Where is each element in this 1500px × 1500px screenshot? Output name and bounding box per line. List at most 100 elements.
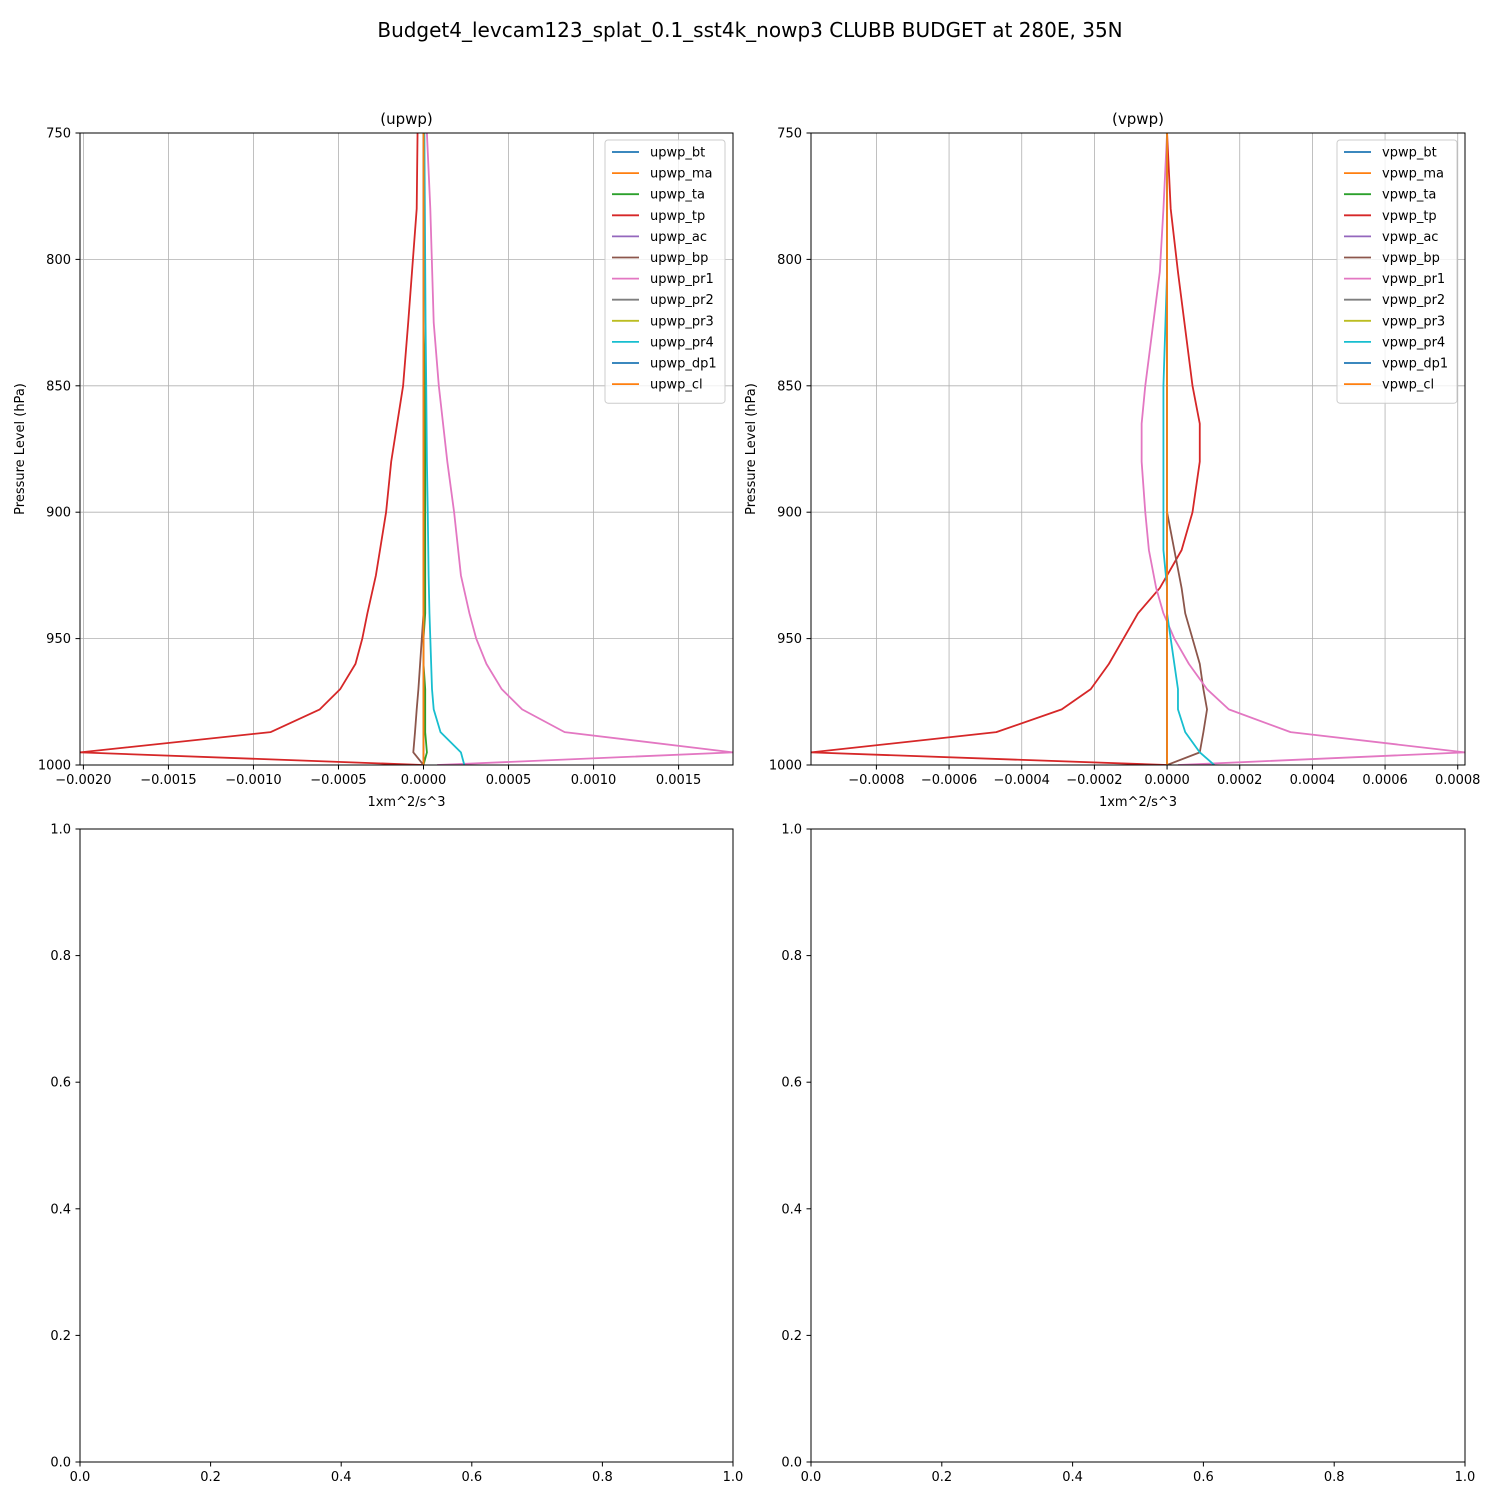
subplot-4: 0.0 0.2 0.4 0.6 0.8 1.0 0.0 0.2 0.4 0.6 0.8 1.0 [781, 823, 1475, 1486]
x-tick-label: 0.6 [1193, 1470, 1214, 1485]
x-tick-label: 0.6 [461, 1470, 482, 1485]
y-tick-label: 750 [46, 127, 71, 142]
legend-entry: upwp_pr3 [650, 314, 714, 329]
y-tick-label: 750 [777, 127, 802, 142]
y-tick-label: 1000 [769, 759, 802, 774]
legend-entry: vpwp_dp1 [1382, 357, 1448, 372]
x-tick-label: −0.0006 [921, 773, 977, 788]
legend-entry: vpwp_cl [1382, 378, 1434, 393]
x-tick-label: 1.0 [723, 1470, 744, 1485]
x-tick-label: 0.8 [1324, 1470, 1345, 1485]
legend-entry: upwp_ac [650, 230, 707, 245]
legend: upwp_bt upwp_ma upwp_ta upwp_tp upwp_ac upwp_… [604, 139, 726, 404]
axes-frame [79, 132, 734, 766]
axes-frame [79, 828, 734, 1463]
x-tick-label: 0.0010 [571, 773, 617, 788]
x-tick-label: 0.0005 [486, 773, 532, 788]
x-tick-label: −0.0004 [994, 773, 1050, 788]
legend-entry: vpwp_ta [1382, 188, 1436, 203]
subplot-title: (upwp) [380, 110, 433, 128]
y-tick-label: 1000 [38, 759, 71, 774]
x-tick-label: 0.2 [200, 1470, 221, 1485]
series-line-vpwp_tp [811, 133, 1201, 765]
legend-entry: vpwp_pr1 [1382, 272, 1445, 287]
y-axis-label: Pressure Level (hPa) [13, 383, 28, 515]
axes-frame [810, 828, 1466, 1463]
legend-entry: upwp_tp [650, 209, 705, 224]
x-tick-label: −0.0020 [55, 773, 111, 788]
legend-box [1336, 139, 1458, 404]
series-line-vpwp_pr1 [1140, 133, 1465, 765]
legend-entry: upwp_ta [650, 188, 705, 203]
y-tick-label: 900 [46, 506, 71, 521]
y-tick-label: 950 [46, 632, 71, 647]
y-tick-label: 1.0 [50, 823, 71, 838]
legend-entry: vpwp_pr4 [1382, 335, 1445, 350]
legend-entry: upwp_bp [650, 251, 708, 266]
y-tick-label: 0.0 [781, 1456, 802, 1471]
y-tick-label: 1.0 [781, 823, 802, 838]
x-tick-label: 0.0015 [656, 773, 702, 788]
subplot-title: (vpwp) [1112, 110, 1164, 128]
y-axis-label: Pressure Level (hPa) [744, 383, 759, 515]
legend-entry: upwp_pr1 [650, 272, 714, 287]
subplot-2: −0.0008 −0.0006 −0.0004 −0.0002 0.0000 0.0002… [744, 110, 1480, 810]
y-tick-label: 800 [46, 253, 71, 268]
x-tick-label: 0.0 [801, 1470, 822, 1485]
x-tick-label: 0.0000 [401, 773, 447, 788]
y-tick-label: 850 [46, 379, 71, 394]
x-tick-label: −0.0015 [140, 773, 196, 788]
y-tick-label: 0.2 [781, 1329, 802, 1344]
y-tick-label: 800 [777, 253, 802, 268]
series-line-upwp_tp [80, 133, 424, 765]
subplot-1: −0.0020 −0.0015 −0.0010 −0.0005 0.0000 0.0005… [13, 110, 734, 810]
y-tick-label: 0.2 [50, 1329, 71, 1344]
series-line-upwp_pr1 [426, 133, 733, 765]
x-tick-label: 0.2 [931, 1470, 952, 1485]
x-tick-label: 0.0000 [1144, 773, 1190, 788]
legend-entry: upwp_pr4 [650, 335, 714, 350]
legend-entry: vpwp_pr3 [1382, 314, 1445, 329]
figure-suptitle: Budget4_levcam123_splat_0.1_sst4k_nowp3 … [377, 18, 1122, 42]
legend-entry: upwp_dp1 [650, 357, 717, 372]
x-tick-label: 0.0004 [1290, 773, 1336, 788]
y-tick-label: 0.4 [50, 1202, 71, 1217]
y-tick-label: 850 [777, 379, 802, 394]
legend-entry: upwp_ma [650, 167, 713, 182]
x-tick-label: −0.0002 [1066, 773, 1122, 788]
y-tick-label: 0.6 [50, 1076, 71, 1091]
legend-entry: vpwp_tp [1382, 209, 1437, 224]
legend-entry: vpwp_bt [1382, 146, 1437, 161]
legend-entry: vpwp_ac [1382, 230, 1438, 245]
x-tick-label: −0.0008 [848, 773, 904, 788]
y-tick-label: 0.0 [50, 1456, 71, 1471]
y-tick-label: 0.4 [781, 1202, 802, 1217]
x-tick-label: 0.0002 [1217, 773, 1263, 788]
legend: vpwp_bt vpwp_ma vpwp_ta vpwp_tp vpwp_ac vpwp_… [1336, 139, 1458, 404]
legend-entry: upwp_pr2 [650, 293, 714, 308]
axes-frame [810, 132, 1466, 766]
x-tick-label: −0.0010 [225, 773, 281, 788]
x-tick-label: 0.0008 [1435, 773, 1481, 788]
x-axis-label: 1xm^2/s^3 [367, 795, 445, 810]
x-tick-label: 0.4 [331, 1470, 352, 1485]
x-tick-label: 0.0006 [1362, 773, 1408, 788]
x-tick-label: 0.8 [592, 1470, 613, 1485]
legend-entry: upwp_bt [650, 146, 705, 161]
series-line-upwp_pr4 [423, 133, 466, 765]
legend-entry: upwp_cl [650, 378, 703, 393]
x-axis-label: 1xm^2/s^3 [1099, 795, 1177, 810]
y-tick-label: 0.6 [781, 1076, 802, 1091]
legend-box [604, 139, 726, 404]
series-group [811, 133, 1465, 765]
y-tick-label: 950 [777, 632, 802, 647]
subplots: −0.0020 −0.0015 −0.0010 −0.0005 0.0000 0.0005… [13, 110, 1480, 1485]
x-tick-label: 0.4 [1062, 1470, 1083, 1485]
x-tick-label: 1.0 [1455, 1470, 1476, 1485]
series-group [80, 133, 733, 765]
legend-entry: vpwp_bp [1382, 251, 1440, 266]
x-tick-label: −0.0005 [310, 773, 366, 788]
legend-entry: vpwp_pr2 [1382, 293, 1445, 308]
